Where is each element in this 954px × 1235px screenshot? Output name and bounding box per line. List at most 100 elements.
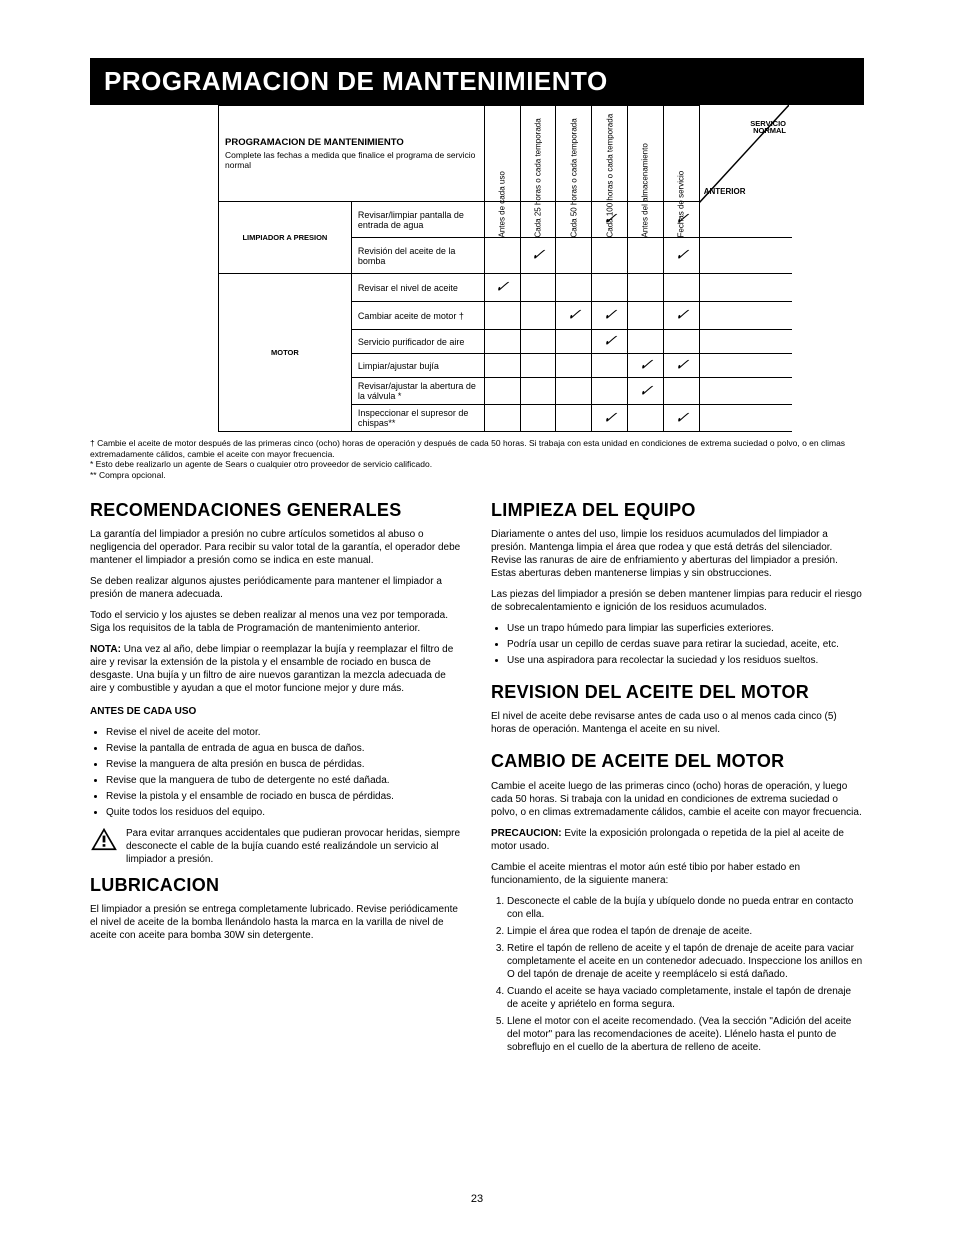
p: Diariamente o antes del uso, limpie los …	[491, 528, 864, 580]
check-cell: ✓	[663, 302, 699, 330]
date-cell	[699, 354, 792, 378]
check-cell	[520, 274, 556, 302]
list-item: Retire el tapón de relleno de aceite y e…	[507, 942, 864, 981]
h-general: RECOMENDACIONES GENERALES	[90, 499, 463, 522]
list-item: Llene el motor con el aceite recomendado…	[507, 1015, 864, 1054]
task-cell: Revisión del aceite de la bomba	[351, 238, 484, 274]
check-cell	[592, 238, 628, 274]
check-icon: ✓	[673, 411, 689, 427]
p: La garantía del limpiador a presión no c…	[90, 528, 463, 567]
list-item: Revise la manguera de alta presión en bu…	[106, 758, 463, 771]
p: El nivel de aceite debe revisarse antes …	[491, 710, 864, 736]
change-steps: Desconecte el cable de la bujía y ubíque…	[491, 895, 864, 1054]
check-cell	[628, 405, 664, 432]
check-cell	[592, 354, 628, 378]
date-cell	[699, 378, 792, 405]
col-hdr-2-label: Cada 50 horas o cada temporada	[569, 148, 578, 238]
note-bold: NOTA:	[90, 644, 121, 655]
warning-text: Para evitar arranques accidentales que p…	[126, 827, 463, 866]
check-cell	[520, 405, 556, 432]
p-note: NOTA: Una vez al año, debe limpiar o ree…	[90, 643, 463, 695]
check-cell	[628, 330, 664, 354]
col-hdr-3: Cada 100 horas o cada temporada	[592, 106, 628, 202]
footnote: † Cambie el aceite de motor después de l…	[90, 438, 864, 459]
check-cell	[520, 330, 556, 354]
check-cell	[484, 378, 520, 405]
col-hdr-1-label: Cada 25 horas o cada temporada	[533, 148, 542, 238]
check-cell	[556, 330, 592, 354]
date-cell	[699, 302, 792, 330]
check-cell	[663, 330, 699, 354]
check-cell	[556, 405, 592, 432]
check-cell	[592, 274, 628, 302]
col-hdr-5: Fechas de servicio	[663, 106, 699, 202]
h-lubrication: LUBRICACION	[90, 874, 463, 897]
warning-icon	[90, 827, 118, 851]
check-icon: ✓	[530, 248, 546, 264]
task-cell: Revisar el nivel de aceite	[351, 274, 484, 302]
title-bar: PROGRAMACION DE MANTENIMIENTO	[90, 58, 864, 105]
table-row: MOTOR Revisar el nivel de aceite ✓	[219, 274, 793, 302]
check-cell: ✓	[628, 354, 664, 378]
list-item: Revise el nivel de aceite del motor.	[106, 726, 463, 739]
diag-top-label: SERVICIO NORMAL	[726, 120, 786, 136]
check-icon: ✓	[601, 334, 617, 350]
p: Cambie el aceite luego de las primeras c…	[491, 780, 864, 819]
check-cell: ✓	[484, 274, 520, 302]
list-item: Revise la pistola y el ensamble de rocia…	[106, 790, 463, 803]
sched-header-note: Complete las fechas a medida que finalic…	[225, 151, 478, 171]
check-cell: ✓	[663, 354, 699, 378]
schedule-table: PROGRAMACION DE MANTENIMIENTO Complete l…	[218, 105, 792, 432]
check-cell	[484, 405, 520, 432]
check-cell: ✓	[663, 405, 699, 432]
before-use-list: Revise el nivel de aceite del motor. Rev…	[90, 726, 463, 819]
check-icon: ✓	[601, 411, 617, 427]
row-cat-0: LIMPIADOR A PRESION	[219, 202, 352, 274]
p: Todo el servicio y los ajustes se deben …	[90, 609, 463, 635]
col-hdr-4: Antes del almacenamiento	[628, 106, 664, 202]
check-icon: ✓	[601, 212, 617, 228]
check-icon: ✓	[673, 358, 689, 374]
list-item: Quite todos los residuos del equipo.	[106, 806, 463, 819]
check-cell	[520, 354, 556, 378]
check-cell: ✓	[556, 302, 592, 330]
list-item: Limpie el área que rodea el tapón de dre…	[507, 925, 864, 938]
date-cell	[699, 238, 792, 274]
warning-block: Para evitar arranques accidentales que p…	[90, 827, 463, 866]
note-text: Una vez al año, debe limpiar o reemplaza…	[90, 644, 453, 694]
check-cell	[592, 378, 628, 405]
check-cell: ✓	[592, 330, 628, 354]
footnote: ** Compra opcional.	[90, 470, 864, 481]
check-icon: ✓	[601, 308, 617, 324]
date-cell	[699, 405, 792, 432]
task-cell: Revisar/ajustar la abertura de la válvul…	[351, 378, 484, 405]
date-cell	[699, 274, 792, 302]
date-cell	[699, 330, 792, 354]
diag-cell: SERVICIO NORMAL ANTERIOR	[699, 106, 792, 202]
list-item: Revise la pantalla de entrada de agua en…	[106, 742, 463, 755]
check-cell	[484, 330, 520, 354]
col-hdr-4-label: Antes del almacenamiento	[641, 148, 650, 238]
check-cell: ✓	[592, 405, 628, 432]
col-hdr-1: Cada 25 horas o cada temporada	[520, 106, 556, 202]
check-icon: ✓	[566, 308, 582, 324]
list-item: Use un trapo húmedo para limpiar las sup…	[507, 622, 864, 635]
col-hdr-0: Antes de cada uso	[484, 106, 520, 202]
check-cell	[556, 274, 592, 302]
p: Cambie el aceite mientras el motor aún e…	[491, 861, 864, 887]
task-cell: Cambiar aceite de motor †	[351, 302, 484, 330]
task-cell: Revisar/limpiar pantalla de entrada de a…	[351, 202, 484, 238]
check-cell	[556, 378, 592, 405]
left-column: RECOMENDACIONES GENERALES La garantía de…	[90, 499, 463, 1058]
list-item: Podría usar un cepillo de cerdas suave p…	[507, 638, 864, 651]
task-cell: Inspeccionar el supresor de chispas**	[351, 405, 484, 432]
check-cell	[520, 378, 556, 405]
check-icon: ✓	[637, 358, 653, 374]
check-cell	[520, 302, 556, 330]
page-number: 23	[0, 1193, 954, 1205]
diag-bot-label: ANTERIOR	[704, 187, 746, 196]
check-icon: ✓	[673, 248, 689, 264]
sched-footnotes: † Cambie el aceite de motor después de l…	[90, 438, 864, 481]
check-cell	[484, 354, 520, 378]
footnote: * Esto debe realizarlo un agente de Sear…	[90, 459, 864, 470]
